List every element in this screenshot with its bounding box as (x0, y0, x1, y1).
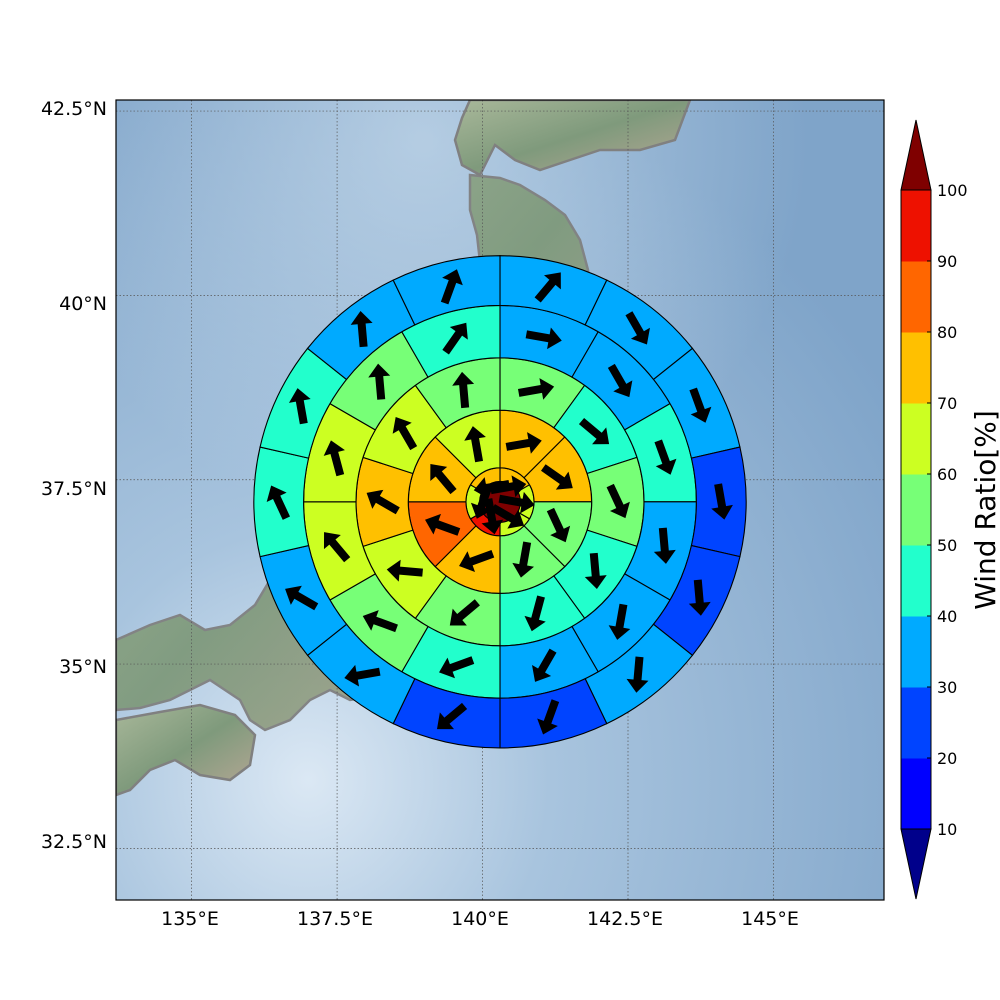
wind-arrow (350, 310, 373, 348)
wind-arrow (541, 464, 573, 490)
lat-tick-label: 35°N (59, 656, 107, 678)
lon-tick-label: 135°E (161, 908, 219, 930)
wind-arrow (607, 363, 633, 398)
colorbar-under-extension (900, 828, 932, 900)
lat-tick-label: 37.5°N (41, 478, 107, 500)
wind-arrow (288, 388, 311, 425)
wind-arrow (524, 595, 546, 632)
colorbar-band (901, 545, 931, 617)
wind-arrow (285, 585, 319, 611)
wind-arrow (323, 532, 351, 563)
lon-tick-label: 142.5°E (587, 908, 663, 930)
wind-arrow (392, 417, 418, 451)
lat-tick-label: 40°N (59, 293, 107, 315)
wind-arrow (449, 599, 480, 626)
lon-tick-label: 137.5°E (297, 908, 373, 930)
wind-arrow (537, 699, 560, 735)
colorbar-band (901, 332, 931, 404)
wind-arrow (525, 327, 562, 350)
wind-arrow (442, 322, 468, 355)
wind-arrow (436, 702, 468, 730)
colorbar-band (901, 474, 931, 546)
wind-arrow (344, 664, 381, 687)
colorbar: 10 20 30 40 50 60 70 80 90 100 Wind Ratio[%] (900, 119, 1000, 900)
wind-arrow (584, 552, 607, 590)
colorbar-tick-label: 30 (937, 678, 957, 697)
wind-arrow (490, 504, 525, 529)
colorbar-tick-label: 60 (937, 465, 957, 484)
wind-arrow (425, 513, 461, 536)
map-frame (115, 99, 885, 901)
lon-tick-label: 140°E (451, 908, 509, 930)
wind-arrow (505, 432, 542, 454)
wind-arrow (689, 387, 712, 423)
lat-tick-label: 32.5°N (41, 831, 107, 853)
wind-arrow (481, 498, 504, 535)
colorbar-band (901, 687, 931, 759)
wind-arrow (323, 440, 345, 477)
colorbar-over-extension (900, 119, 932, 191)
colorbar-band (901, 616, 931, 688)
wind-arrow (626, 656, 649, 693)
wind-arrow (625, 311, 650, 345)
wind-arrow (386, 559, 423, 582)
wind-arrows (266, 269, 733, 735)
colorbar-tick-label: 50 (937, 536, 957, 555)
wind-arrow (688, 579, 711, 616)
colorbar-tick-label: 80 (937, 323, 957, 342)
wind-arrow (473, 477, 510, 499)
wind-arrow (517, 378, 555, 400)
land-hokkaido (453, 100, 692, 177)
wind-arrow (711, 483, 733, 520)
wind-arrow (654, 439, 677, 475)
wind-arrow (366, 489, 400, 515)
map-panel (115, 99, 885, 901)
lon-axis: 135°E 137.5°E 140°E 142.5°E 145°E (161, 908, 799, 930)
lon-tick-label: 145°E (741, 908, 799, 930)
wind-arrow (498, 491, 535, 514)
wind-arrow (439, 656, 475, 679)
wind-arrow (546, 507, 571, 543)
wind-arrow (464, 426, 486, 463)
wind-arrow (266, 485, 290, 520)
colorbar-label: Wind Ratio[%] (969, 410, 1000, 610)
colorbar-tick-label: 10 (937, 820, 957, 839)
wind-arrow (534, 272, 561, 303)
colorbar-frame (900, 189, 932, 830)
wind-arrow (512, 541, 535, 578)
wind-arrow (608, 603, 631, 640)
colorbar-band (901, 403, 931, 475)
wind-arrow (606, 483, 630, 519)
colorbar-band (901, 190, 931, 262)
colorbar-tick-label: 90 (937, 252, 957, 271)
lat-axis: 32.5°N 35°N 37.5°N 40°N 42.5°N (41, 98, 107, 853)
wind-arrow (368, 363, 391, 400)
lat-tick-label: 42.5°N (41, 98, 107, 120)
colorbar-tick-label: 70 (937, 394, 957, 413)
colorbar-tick-label: 100 (937, 181, 968, 200)
wind-arrow (532, 648, 557, 682)
wind-arrow (452, 371, 475, 409)
wind-arrow (362, 610, 398, 633)
wind-arrow (459, 549, 495, 572)
polar-grid (253, 255, 747, 749)
wind-arrow (430, 464, 457, 495)
wind-arrow (470, 483, 493, 519)
colorbar-band (901, 758, 931, 830)
wind-arrow (440, 269, 463, 305)
wind-arrow (653, 527, 676, 564)
colorbar-tick-label: 20 (937, 749, 957, 768)
colorbar-tick-label: 40 (937, 607, 957, 626)
land-shikoku (116, 703, 257, 797)
colorbar-band (901, 261, 931, 333)
wind-arrow (578, 417, 610, 445)
